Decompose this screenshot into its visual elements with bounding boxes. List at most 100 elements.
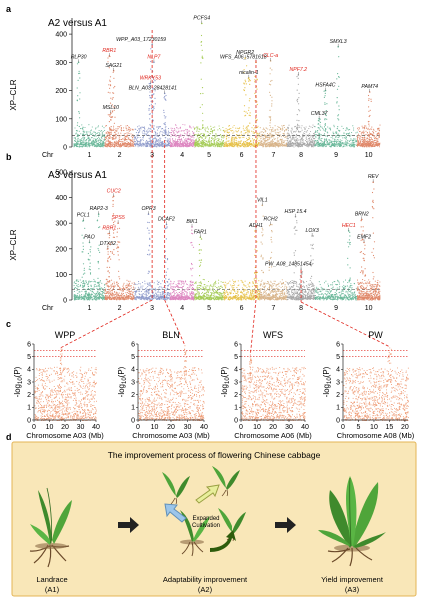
a-snp-point — [321, 143, 323, 145]
a-snp-point — [92, 139, 94, 141]
b-snp-point — [110, 290, 112, 292]
a-snp-point — [221, 142, 223, 144]
a-snp-point — [305, 131, 307, 133]
a-snp-point — [321, 141, 323, 143]
a-peak-point — [336, 102, 338, 104]
a-snp-point — [189, 145, 191, 147]
a-peak-point — [249, 80, 251, 82]
a-snp-point — [96, 139, 98, 141]
a-snp-point — [239, 137, 241, 139]
a-snp-point — [166, 139, 168, 142]
a-snp-point — [150, 141, 152, 143]
a-snp-point — [250, 145, 252, 147]
a-snp-point — [103, 134, 105, 136]
a-snp-point — [148, 143, 150, 145]
a-snp-point — [220, 146, 222, 148]
a-snp-point — [331, 143, 333, 145]
a-snp-point — [301, 125, 303, 127]
a-snp-point — [339, 145, 341, 147]
a-snp-point — [222, 136, 224, 138]
a-snp-point — [245, 146, 247, 148]
b-snp-point — [125, 294, 128, 296]
a-snp-point — [206, 127, 208, 129]
a-snp-point — [82, 136, 84, 138]
a-snp-point — [115, 140, 117, 142]
a-snp-point — [262, 139, 264, 141]
a-snp-point — [139, 130, 141, 132]
a-snp-point — [270, 128, 272, 131]
a-snp-point — [353, 143, 355, 145]
a-snp-point — [88, 144, 90, 146]
a-snp-point — [214, 137, 216, 139]
a-snp-point — [345, 129, 347, 131]
b-snp-point — [78, 297, 80, 299]
a-snp-point — [115, 128, 117, 130]
a-snp-point — [293, 134, 295, 136]
a-peak-point — [269, 73, 271, 75]
a-snp-point — [158, 139, 160, 141]
b-snp-point — [106, 285, 108, 287]
b-snp-point — [82, 282, 84, 285]
a-snp-point — [306, 139, 308, 141]
a-snp-point — [271, 129, 273, 131]
a-snp-point — [288, 132, 290, 134]
a-snp-point — [347, 129, 350, 131]
a-snp-point — [336, 140, 338, 142]
b-snp-point — [95, 299, 97, 301]
a-snp-point — [186, 135, 188, 137]
a-snp-point — [126, 136, 128, 138]
a-snp-point — [288, 136, 290, 138]
a-snp-point — [370, 141, 372, 143]
b-y-tick-label: 0 — [63, 298, 67, 305]
a-snp-point — [321, 126, 323, 128]
a-snp-point — [347, 139, 349, 141]
a-snp-point — [270, 144, 272, 146]
a-snp-point — [378, 146, 380, 148]
a-peak-point — [324, 129, 327, 131]
a-snp-point — [96, 132, 98, 135]
a-snp-point — [274, 125, 276, 127]
a-snp-point — [216, 141, 218, 143]
a-snp-point — [371, 133, 373, 135]
a-snp-point — [336, 143, 338, 145]
a-peak-point — [110, 126, 112, 128]
a-snp-point — [157, 126, 159, 128]
a-snp-point — [145, 141, 147, 143]
b-snp-point — [80, 295, 82, 297]
a-snp-point — [232, 137, 234, 139]
a-peak-point — [254, 79, 256, 81]
a-snp-point — [371, 126, 373, 128]
a-snp-point — [287, 130, 289, 132]
a-snp-point — [212, 143, 214, 145]
a-snp-point — [115, 141, 117, 143]
a-snp-point — [332, 140, 334, 142]
a-snp-point — [160, 142, 162, 144]
a-snp-point — [313, 143, 315, 145]
a-snp-point — [173, 129, 175, 131]
a-snp-point — [88, 139, 90, 141]
a-snp-point — [263, 145, 265, 148]
a-snp-point — [299, 126, 301, 129]
a-snp-point — [345, 140, 347, 142]
a-snp-point — [274, 130, 276, 132]
a-snp-point — [80, 146, 82, 148]
a-snp-point — [232, 140, 234, 142]
a-peak-point — [299, 131, 301, 133]
a-peak-point — [269, 109, 271, 111]
b-snp-point — [84, 284, 86, 287]
a-snp-point — [323, 143, 325, 145]
a-snp-point — [269, 126, 272, 128]
a-snp-point — [243, 129, 245, 131]
a-peak-point — [245, 142, 248, 144]
a-snp-point — [106, 135, 109, 138]
a-peak-point — [337, 134, 339, 136]
a-snp-point — [167, 134, 169, 136]
a-peak-point — [201, 55, 203, 57]
a-snp-point — [106, 143, 109, 145]
a-snp-point — [140, 128, 142, 130]
a-peak-point — [107, 91, 109, 93]
a-snp-point — [287, 144, 289, 146]
a-snp-point — [253, 139, 255, 141]
a-snp-point — [130, 144, 132, 146]
a-peak-point — [338, 56, 340, 58]
